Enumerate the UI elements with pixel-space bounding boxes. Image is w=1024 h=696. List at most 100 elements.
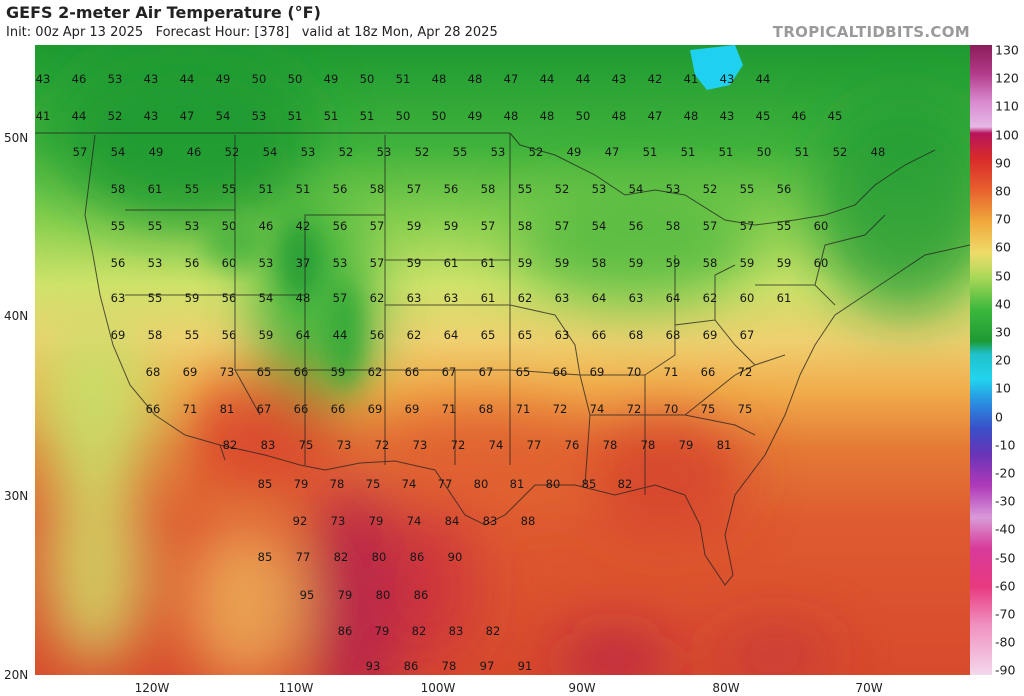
- brand-watermark: TROPICALTIDBITS.COM: [772, 23, 970, 41]
- temperature-value: 57: [554, 219, 570, 233]
- temperature-value: 63: [554, 328, 570, 342]
- temperature-value: 50: [359, 72, 375, 86]
- colorbar-tick-label: -30: [995, 493, 1016, 509]
- temperature-value: 43: [719, 72, 735, 86]
- temperature-value: 69: [702, 328, 718, 342]
- temperature-value: 90: [447, 550, 463, 564]
- temperature-value: 52: [107, 109, 123, 123]
- temperature-value: 59: [739, 256, 755, 270]
- temperature-value: 46: [258, 219, 274, 233]
- temperature-value: 48: [683, 109, 699, 123]
- temperature-value: 51: [323, 109, 339, 123]
- temperature-value: 48: [539, 109, 555, 123]
- temperature-value: 54: [628, 182, 644, 196]
- colorbar-tick-label: -70: [995, 606, 1016, 622]
- temperature-value: 80: [375, 588, 391, 602]
- temperature-value: 48: [295, 291, 311, 305]
- temperature-value: 47: [503, 72, 519, 86]
- colorbar-tick-label: 50: [995, 268, 1011, 284]
- temperature-value: 44: [575, 72, 591, 86]
- temperature-value: 50: [575, 109, 591, 123]
- temperature-value: 86: [409, 550, 425, 564]
- temperature-value: 50: [287, 72, 303, 86]
- temperature-value: 49: [148, 145, 164, 159]
- temperature-value: 78: [640, 438, 656, 452]
- temperature-value: 49: [566, 145, 582, 159]
- temperature-value: 53: [147, 256, 163, 270]
- temperature-value: 56: [776, 182, 792, 196]
- temperature-value: 57: [332, 291, 348, 305]
- temperature-value: 48: [870, 145, 886, 159]
- temperature-value: 53: [490, 145, 506, 159]
- temperature-value: 58: [369, 182, 385, 196]
- temperature-value: 56: [110, 256, 126, 270]
- temperature-value: 64: [665, 291, 681, 305]
- temperature-value: 53: [300, 145, 316, 159]
- temperature-value: 60: [739, 291, 755, 305]
- temperature-value: 79: [368, 514, 384, 528]
- colorbar-tick-label: 10: [995, 380, 1011, 396]
- temperature-value: 57: [739, 219, 755, 233]
- temperature-value: 56: [332, 182, 348, 196]
- temperature-value: 41: [35, 109, 51, 123]
- temperature-value: 43: [719, 109, 735, 123]
- temperature-value: 61: [443, 256, 459, 270]
- temperature-value: 66: [700, 365, 716, 379]
- temperature-value: 79: [293, 477, 309, 491]
- temperature-value: 83: [448, 624, 464, 638]
- temperature-value: 62: [406, 328, 422, 342]
- temperature-value: 72: [552, 402, 568, 416]
- temperature-value: 52: [554, 182, 570, 196]
- temperature-value: 64: [591, 291, 607, 305]
- temperature-value: 44: [71, 109, 87, 123]
- temperature-value: 53: [184, 219, 200, 233]
- temperature-value: 61: [147, 182, 163, 196]
- temperature-value: 63: [443, 291, 459, 305]
- temperature-value: 44: [179, 72, 195, 86]
- colorbar-tick-label: 90: [995, 155, 1011, 171]
- temperature-value: 53: [107, 72, 123, 86]
- temperature-value: 45: [827, 109, 843, 123]
- temperature-value: 51: [295, 182, 311, 196]
- temperature-value: 97: [479, 659, 495, 673]
- temperature-value: 54: [591, 219, 607, 233]
- temperature-value: 74: [488, 438, 504, 452]
- temperature-value: 83: [482, 514, 498, 528]
- temperature-value: 77: [437, 477, 453, 491]
- temperature-value: 55: [184, 182, 200, 196]
- temperature-value: 65: [256, 365, 272, 379]
- temperature-value: 81: [716, 438, 732, 452]
- colorbar-tick-label: 30: [995, 324, 1011, 340]
- temperature-value: 47: [604, 145, 620, 159]
- temperature-value: 59: [443, 219, 459, 233]
- temperature-value: 51: [359, 109, 375, 123]
- temperature-value: 59: [628, 256, 644, 270]
- temperature-value: 61: [776, 291, 792, 305]
- temperature-value: 58: [702, 256, 718, 270]
- temperature-value: 48: [431, 72, 447, 86]
- temperature-value: 69: [404, 402, 420, 416]
- temperature-value: 67: [441, 365, 457, 379]
- temperature-value: 49: [467, 109, 483, 123]
- temperature-value: 85: [581, 477, 597, 491]
- map-title: GEFS 2-meter Air Temperature (°F): [6, 3, 321, 22]
- temperature-value: 68: [478, 402, 494, 416]
- temperature-value: 47: [647, 109, 663, 123]
- temperature-value: 43: [35, 72, 51, 86]
- colorbar-tick-label: 130: [995, 42, 1019, 58]
- temperature-value: 74: [406, 514, 422, 528]
- temperature-value: 78: [441, 659, 457, 673]
- colorbar-tick-label: 120: [995, 70, 1019, 86]
- temperature-value: 58: [480, 182, 496, 196]
- temperature-value: 42: [295, 219, 311, 233]
- temperature-value: 51: [258, 182, 274, 196]
- temperature-value: 77: [295, 550, 311, 564]
- temperature-value: 51: [680, 145, 696, 159]
- temperature-value: 65: [480, 328, 496, 342]
- temperature-value: 88: [520, 514, 536, 528]
- lon-label: 80W: [712, 681, 740, 695]
- temperature-value: 78: [329, 477, 345, 491]
- temperature-value: 71: [182, 402, 198, 416]
- temperature-value: 57: [72, 145, 88, 159]
- temperature-value: 54: [110, 145, 126, 159]
